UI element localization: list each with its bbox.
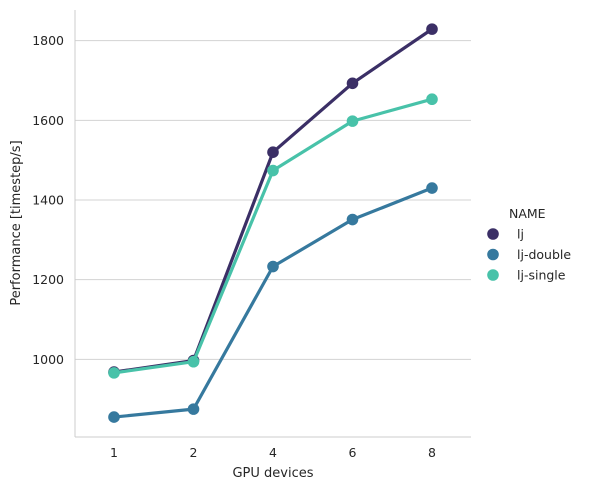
x-tick-labels: 1 2 4 6 8	[110, 445, 436, 460]
data-point	[187, 403, 200, 415]
x-tick-label: 1	[110, 445, 118, 460]
y-tick-labels: 1000 1200 1400 1600 1800	[32, 33, 64, 367]
y-tick-label: 1600	[32, 113, 64, 128]
data-point	[346, 115, 359, 127]
legend-label: lj-double	[517, 247, 571, 262]
x-tick-label: 4	[269, 445, 277, 460]
data-point	[187, 355, 200, 368]
data-point	[108, 367, 120, 379]
series-line	[113, 27, 433, 374]
legend: NAME lj lj-double lj-single	[487, 206, 571, 283]
legend-marker	[487, 248, 499, 261]
series-line	[113, 97, 433, 375]
x-tick-label: 6	[349, 445, 357, 460]
legend-label: lj-single	[517, 268, 566, 283]
legend-marker	[487, 228, 499, 240]
data-point	[426, 93, 438, 106]
y-tick-label: 1800	[32, 33, 64, 48]
y-tick-label: 1200	[32, 272, 64, 287]
y-tick-label: 1000	[32, 352, 64, 367]
data-point	[426, 182, 438, 194]
legend-label: lj	[517, 227, 524, 242]
y-axis-label: Performance [timestep/s]	[9, 140, 24, 305]
series-lj-single	[108, 93, 438, 379]
data-point	[426, 23, 438, 35]
x-tick-label: 8	[428, 445, 436, 460]
data-point	[108, 411, 120, 423]
series-lj	[108, 23, 438, 378]
legend-marker	[487, 269, 499, 281]
series-line	[113, 186, 433, 419]
data-point	[267, 146, 279, 159]
legend-title: NAME	[509, 206, 546, 221]
x-axis-label: GPU devices	[232, 466, 313, 481]
data-point	[267, 260, 279, 273]
series-layer	[108, 23, 438, 423]
y-tick-label: 1400	[32, 192, 64, 207]
gridlines	[75, 40, 471, 360]
data-point	[346, 213, 359, 226]
x-tick-label: 2	[190, 445, 198, 460]
data-point	[267, 164, 279, 177]
series-lj-double	[108, 182, 438, 423]
data-point	[346, 77, 359, 90]
